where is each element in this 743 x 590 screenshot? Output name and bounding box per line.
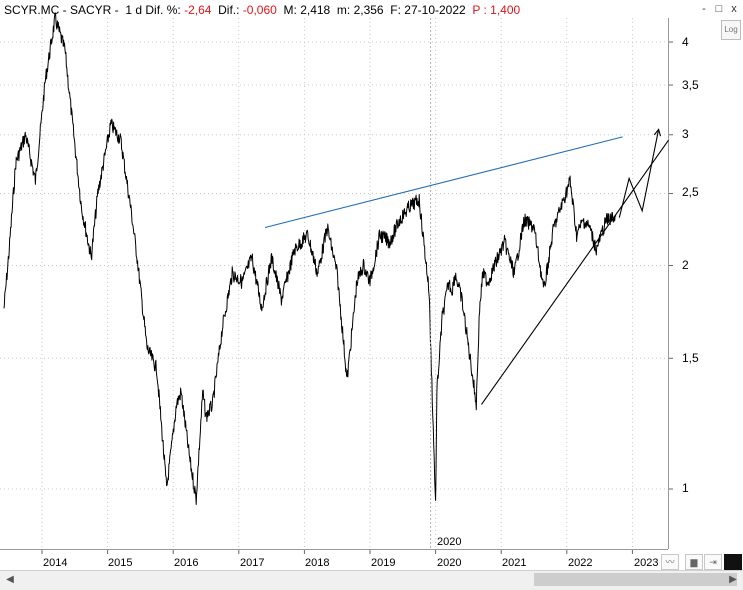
resistance-trendline [264,136,623,229]
x-tick-label: 2019 [371,557,396,569]
x-tick-label: 2022 [568,557,593,569]
log-scale-button[interactable]: Log [721,20,741,40]
y-tick-label: 1 [682,481,689,495]
y-tick-label: 3 [682,127,689,141]
x-tick-label: 2017 [240,557,265,569]
scroll-left-icon[interactable]: ◀ [6,574,14,585]
x-tick-label: 2018 [305,557,330,569]
chart-grid [0,18,673,554]
restore-icon[interactable]: □ [715,3,723,15]
symbol-name: SCYR.MC - SACYR - [4,3,119,17]
scrollbar-thumb[interactable] [534,573,737,586]
chart-toggle-icon[interactable]: 〰 [661,554,679,570]
high-value: 2,418 [300,3,331,17]
minimize-icon[interactable]: - [702,3,706,15]
x-tick-label: 2021 [502,557,527,569]
x-tick-label: 2016 [174,557,199,569]
projection-trendline [618,129,660,218]
y-tick-label: 4 [682,35,689,49]
x-tick-label: 2014 [43,557,68,569]
y-tick-label: 2,5 [682,185,699,199]
date-value: 27-10-2022 [404,3,466,17]
y-tick-label: 1,5 [682,351,699,365]
low-value: 2,356 [353,3,384,17]
change-value: -0,060 [242,3,277,17]
projection-arrowhead [653,128,662,137]
y-tick-label: 3,5 [682,78,699,92]
save-icon[interactable]: ▆ [685,554,703,570]
arrow-icon[interactable]: ⇥ [704,554,722,570]
price-series-line [3,12,617,505]
price-value: 1,400 [490,3,521,17]
close-icon[interactable]: x [731,3,737,15]
support-trendline [481,139,669,405]
color-swatch-icon[interactable] [724,554,742,570]
cursor-year-label: 2020 [437,535,462,549]
quote-header: SCYR.MC - SACYR - 1 d Dif. %: -2,64 Dif.… [4,3,521,17]
period: 1 d [125,3,143,17]
y-tick-label: 2 [682,258,689,272]
change-pct-value: -2,64 [184,3,212,17]
x-tick-label: 2020 [437,557,462,569]
x-tick-label: 2015 [108,557,133,569]
x-tick-label: 2023 [634,557,659,569]
scroll-right-icon[interactable]: ▶ [729,574,737,585]
